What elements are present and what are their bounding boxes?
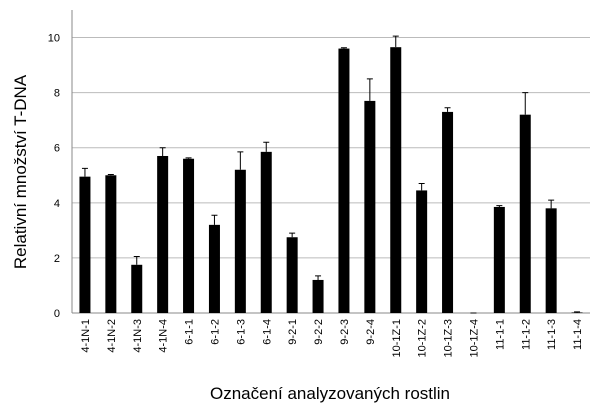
x-tick-label: 10-1Z-1 [391, 319, 403, 358]
x-tick-label: 4-1N-4 [158, 319, 170, 353]
error-bar [574, 311, 581, 313]
y-tick-label: 0 [54, 308, 60, 320]
bar [338, 48, 350, 314]
bar [364, 100, 376, 314]
error-bar [366, 78, 373, 101]
x-tick-label: 4-1N-1 [80, 319, 92, 353]
x-tick-label: 11-1-3 [546, 319, 558, 350]
bar [234, 169, 246, 313]
bar [157, 155, 169, 313]
x-tick-label: 9-2-1 [287, 319, 299, 345]
x-tick-label: 9-2-3 [339, 319, 351, 345]
error-bar [340, 47, 347, 49]
y-axis-title: Relativní množství T-DNA [11, 74, 30, 269]
bar [416, 190, 428, 313]
bar [571, 312, 583, 313]
x-tick-label: 6-1-2 [209, 319, 221, 345]
x-tick-label: 10-1Z-2 [417, 319, 429, 358]
x-tick-label: 4-1N-3 [132, 319, 144, 353]
error-bar [392, 35, 399, 48]
bar [105, 175, 117, 313]
y-tick-label: 2 [54, 253, 60, 265]
x-tick-label: 4-1N-2 [106, 319, 118, 353]
error-bar [522, 92, 529, 115]
error-bar [159, 147, 166, 156]
y-tick-label: 6 [54, 143, 60, 155]
bar [260, 151, 272, 313]
bar [312, 279, 324, 313]
x-axis-title: Označení analyzovaných rostlin [210, 384, 450, 403]
error-bar [263, 141, 270, 152]
bar [286, 237, 298, 313]
x-tick-label: 10-1Z-4 [468, 319, 480, 358]
error-bar [548, 199, 555, 209]
error-bar [418, 183, 425, 191]
bar [131, 264, 143, 313]
error-bar [289, 232, 296, 238]
x-tick-label: 10-1Z-3 [443, 319, 455, 358]
x-tick-label: 9-2-2 [313, 319, 325, 345]
error-bar [81, 167, 88, 177]
x-tick-label: 9-2-4 [365, 319, 377, 345]
error-bar [107, 173, 114, 176]
y-tick-label: 10 [48, 33, 60, 45]
y-tick-label: 8 [54, 88, 60, 100]
x-tick-label: 11-1-4 [572, 319, 584, 350]
y-tick-label: 4 [54, 198, 60, 210]
bar [442, 111, 454, 313]
x-tick-label: 11-1-1 [494, 319, 506, 350]
bar [493, 206, 505, 313]
bar [183, 158, 195, 313]
error-bar [315, 275, 322, 280]
error-bar [444, 107, 451, 112]
bar [390, 47, 402, 313]
bar [208, 224, 220, 313]
x-tick-label: 6-1-1 [184, 319, 196, 345]
bar [545, 208, 557, 313]
error-bar [237, 151, 244, 170]
error-bar [133, 256, 140, 265]
error-bar [185, 157, 192, 159]
bar [79, 176, 91, 313]
x-tick-label: 6-1-4 [261, 319, 273, 345]
x-tick-label: 11-1-2 [520, 319, 532, 350]
error-bar [211, 214, 218, 225]
error-bar [496, 205, 503, 207]
bar [519, 114, 531, 313]
x-tick-label: 6-1-3 [235, 319, 247, 345]
